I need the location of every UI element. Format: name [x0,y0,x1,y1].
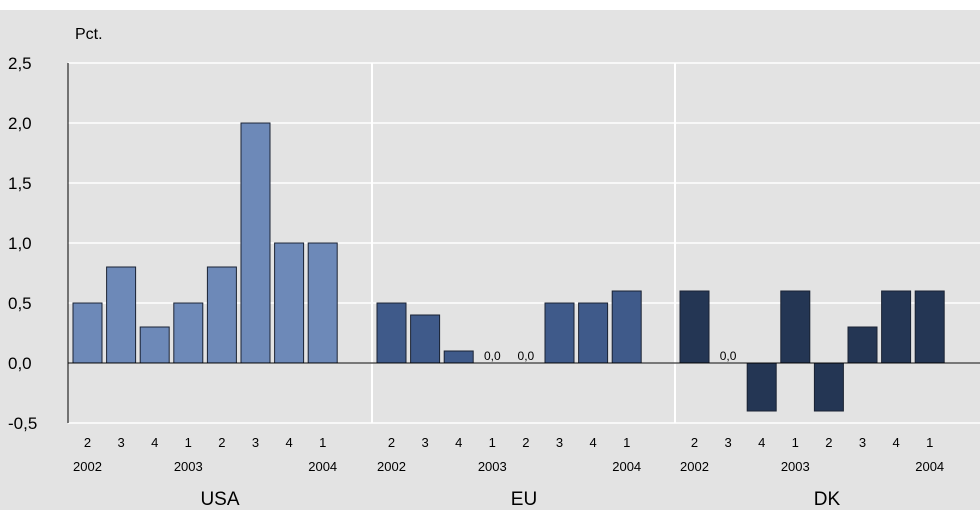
bar [746,362,777,412]
bar [376,302,407,364]
x-tick-label: 3 [252,435,259,450]
y-tick-label: 1,5 [8,174,32,193]
x-tick-label: 1 [792,435,799,450]
x-tick-label: 1 [489,435,496,450]
bar [443,350,474,364]
panel-label: USA [200,489,239,510]
bar [881,290,912,364]
bar [72,302,103,364]
bar [274,242,305,364]
bar [240,122,271,364]
x-tick-label: 2 [522,435,529,450]
y-tick-label: 2,5 [8,54,32,73]
x-tick-label: 2 [825,435,832,450]
bar [544,302,575,364]
x-year-label: 2002 [680,459,709,474]
x-tick-label: 4 [151,435,158,450]
bar [914,290,945,364]
x-tick-label: 2 [691,435,698,450]
x-year-label: 2004 [308,459,337,474]
y-tick-label: 1,0 [8,234,32,253]
bar [106,266,137,364]
x-tick-label: 1 [926,435,933,450]
bar [173,302,204,364]
x-tick-label: 4 [589,435,596,450]
y-tick-label: 0,0 [8,354,32,373]
x-tick-label: 4 [285,435,292,450]
bar [611,290,642,364]
x-tick-label: 4 [455,435,462,450]
bar [206,266,237,364]
y-tick-label: -0,5 [8,414,37,433]
y-unit-label: Pct. [75,26,103,43]
x-tick-label: 4 [892,435,899,450]
bar [847,326,878,364]
bar [578,302,609,364]
y-tick-label: 0,5 [8,294,32,313]
x-year-label: 2002 [73,459,102,474]
x-year-label: 2002 [377,459,406,474]
bar [410,314,441,364]
x-tick-label: 2 [84,435,91,450]
x-year-label: 2003 [781,459,810,474]
x-year-label: 2004 [612,459,641,474]
x-tick-label: 3 [556,435,563,450]
y-tick-label: 2,0 [8,114,32,133]
x-year-label: 2003 [478,459,507,474]
bar [307,242,338,364]
x-tick-label: 1 [319,435,326,450]
bar [780,290,811,364]
x-year-label: 2003 [174,459,203,474]
x-tick-label: 2 [218,435,225,450]
x-tick-label: 3 [859,435,866,450]
data-label: 0,0 [518,349,535,363]
x-tick-label: 3 [421,435,428,450]
data-label: 0,0 [484,349,501,363]
bar [139,326,170,364]
x-year-label: 2004 [915,459,944,474]
data-label: 0,0 [720,349,737,363]
bar [679,290,710,364]
x-tick-label: 4 [758,435,765,450]
panel-label: EU [511,489,537,510]
bar [813,362,844,412]
x-tick-label: 1 [623,435,630,450]
plot-area [0,10,980,510]
x-tick-label: 3 [724,435,731,450]
x-tick-label: 3 [117,435,124,450]
panel-label: DK [814,489,841,510]
x-tick-label: 2 [388,435,395,450]
x-tick-label: 1 [185,435,192,450]
